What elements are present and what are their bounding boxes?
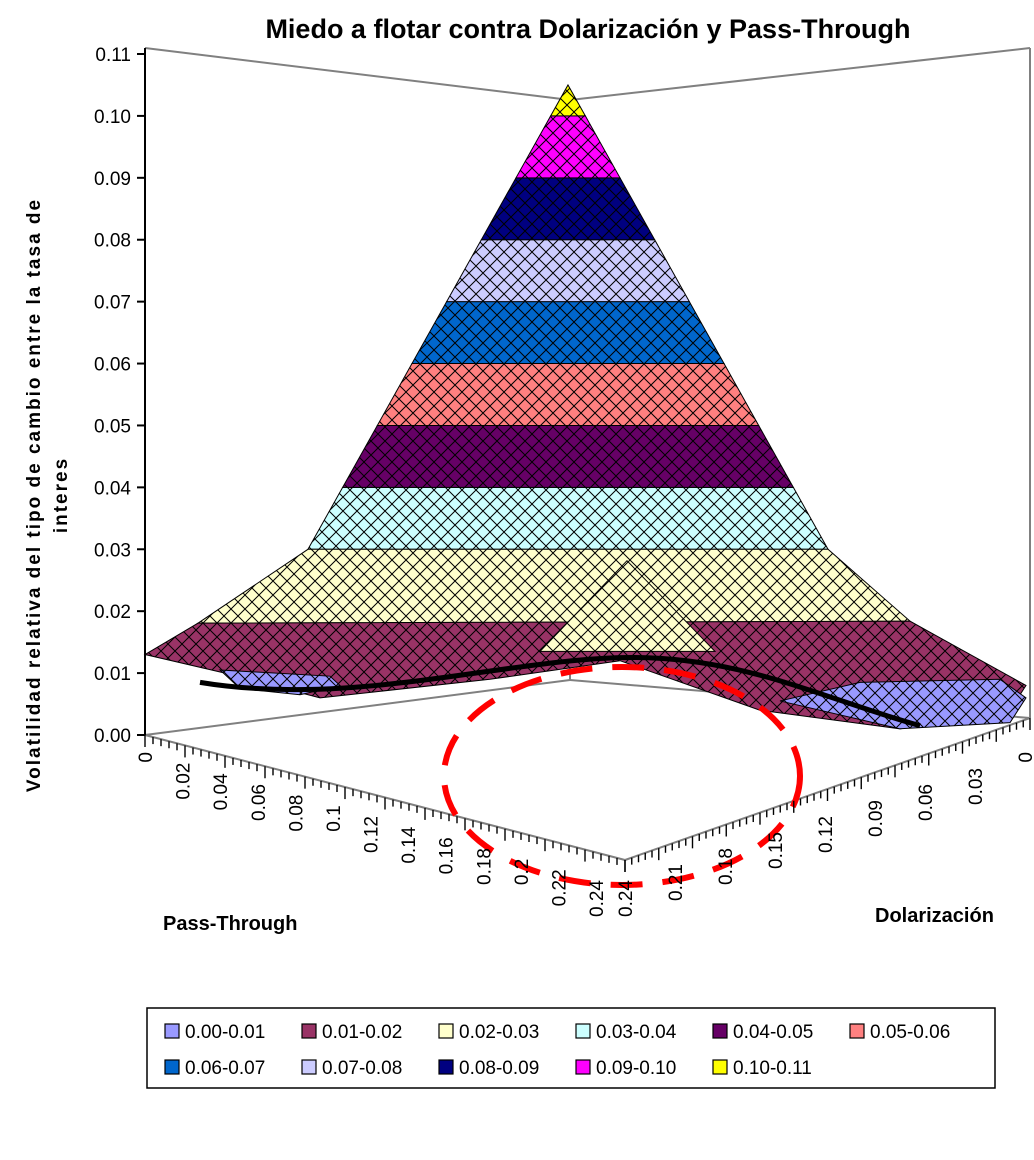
- dolarizacion-tick-label: 0.15: [766, 832, 787, 869]
- highlight-circle: [441, 664, 803, 888]
- pass-through-tick-label: 0.14: [399, 826, 420, 863]
- legend-label: 0.03-0.04: [596, 1022, 677, 1043]
- surface-mesh: [780, 679, 1026, 729]
- surface-mesh: [377, 363, 759, 426]
- dolarizacion-tick-label: 0.09: [866, 800, 887, 837]
- legend-swatch: [575, 1023, 591, 1039]
- pass-through-ticks: 0 0.02 0.04 0.06 0.08 0.1 0.12 0.14 0.16 0.18 0.2 0…: [136, 752, 608, 917]
- pass-through-tick-label: 0.06: [249, 784, 270, 821]
- y-axis-label-line-1: Volatilidad relativa del tipo de cambio …: [24, 198, 45, 792]
- pass-through-tick-label: 0.2: [512, 859, 533, 885]
- surface-mesh: [446, 239, 690, 302]
- legend-label: 0.07-0.08: [322, 1058, 402, 1079]
- pass-through-tick-label: 0.22: [549, 869, 570, 906]
- floor-tick-marks: [144, 718, 1031, 872]
- z-axis-label: Dolarización: [875, 905, 994, 927]
- dolarizacion-tick-label: 0.03: [966, 768, 987, 805]
- legend-swatch: [164, 1023, 180, 1039]
- floor: [144, 717, 1031, 861]
- dolarizacion-ticks: 0.24 0.21 0.18 0.15 0.12 0.09 0.06 0.03 0: [616, 752, 1034, 917]
- legend-label: 0.04-0.05: [733, 1022, 813, 1043]
- legend: 0.00-0.01 0.01-0.02 0.02-0.03 0.03-0.04 0.04…: [146, 1007, 996, 1089]
- legend-swatch: [849, 1023, 865, 1039]
- y-tick-label: 0.05: [94, 416, 131, 437]
- y-tick-label: 0.01: [94, 664, 131, 685]
- pass-through-tick-label: 0: [136, 752, 157, 763]
- pass-through-tick-label: 0.1: [324, 805, 345, 831]
- pass-through-tick-label: 0.02: [174, 763, 195, 800]
- legend-label: 0.00-0.01: [185, 1022, 265, 1043]
- y-tick-label: 0.07: [94, 293, 131, 314]
- legend-label: 0.08-0.09: [459, 1058, 539, 1079]
- pass-through-tick-label: 0.18: [474, 848, 495, 885]
- x-axis-label: Pass-Through: [163, 913, 297, 935]
- surface-mesh: [515, 115, 621, 178]
- surface-mesh: [307, 487, 829, 550]
- surface-bottom-edge: [199, 655, 921, 729]
- pass-through-tick-label: 0.24: [587, 880, 608, 917]
- y-tick-label: 0.11: [95, 45, 131, 66]
- legend-swatch: [301, 1023, 317, 1039]
- legend-swatch: [712, 1023, 728, 1039]
- legend-label: 0.06-0.07: [185, 1058, 265, 1079]
- legend-swatch: [575, 1059, 591, 1075]
- legend-label: 0.01-0.02: [322, 1022, 402, 1043]
- surface: [143, 83, 1027, 730]
- vertical-axis: 0.00 0.01 0.02 0.03 0.04 0.05 0.06 0.07 0.08 0.09…: [94, 45, 146, 747]
- legend-swatch: [438, 1023, 454, 1039]
- dolarizacion-tick-label: 0.18: [716, 848, 737, 885]
- y-tick-label: 0.00: [94, 726, 131, 747]
- y-tick-label: 0.04: [94, 478, 131, 499]
- dolarizacion-tick-label: 0.21: [666, 864, 687, 901]
- pass-through-tick-label: 0.04: [211, 773, 232, 810]
- legend-swatch: [712, 1059, 728, 1075]
- y-axis-label-line-2: interes: [51, 457, 72, 533]
- dolarizacion-tick-label: 0.24: [616, 880, 637, 917]
- legend-swatch: [301, 1059, 317, 1075]
- surface-mesh: [342, 425, 794, 488]
- y-tick-label: 0.02: [94, 602, 131, 623]
- legend-label: 0.10-0.11: [733, 1058, 812, 1079]
- pass-through-tick-label: 0.12: [362, 816, 383, 853]
- pass-through-tick-label: 0.08: [286, 795, 307, 832]
- dolarizacion-tick-label: 0.06: [916, 784, 937, 821]
- legend-label: 0.09-0.10: [596, 1058, 676, 1079]
- surface-mesh: [481, 177, 655, 240]
- y-tick-label: 0.10: [94, 107, 131, 128]
- dolarizacion-tick-label: 0.12: [816, 816, 837, 853]
- surface-mesh: [550, 84, 586, 116]
- chart-title: Miedo a flotar contra Dolarización y Pas…: [265, 14, 910, 44]
- legend-swatch: [164, 1059, 180, 1075]
- y-tick-label: 0.06: [94, 355, 131, 376]
- y-tick-label: 0.03: [94, 540, 131, 561]
- legend-label: 0.05-0.06: [870, 1022, 950, 1043]
- legend-label: 0.02-0.03: [459, 1022, 539, 1043]
- surface-mesh: [411, 301, 725, 364]
- pass-through-tick-label: 0.16: [437, 837, 458, 874]
- y-tick-label: 0.09: [94, 169, 131, 190]
- dolarizacion-tick-label: 0: [1016, 752, 1034, 763]
- surface-mesh: [540, 560, 715, 652]
- legend-swatch: [438, 1059, 454, 1075]
- y-tick-label: 0.08: [94, 231, 131, 252]
- surface-mesh: [198, 549, 910, 624]
